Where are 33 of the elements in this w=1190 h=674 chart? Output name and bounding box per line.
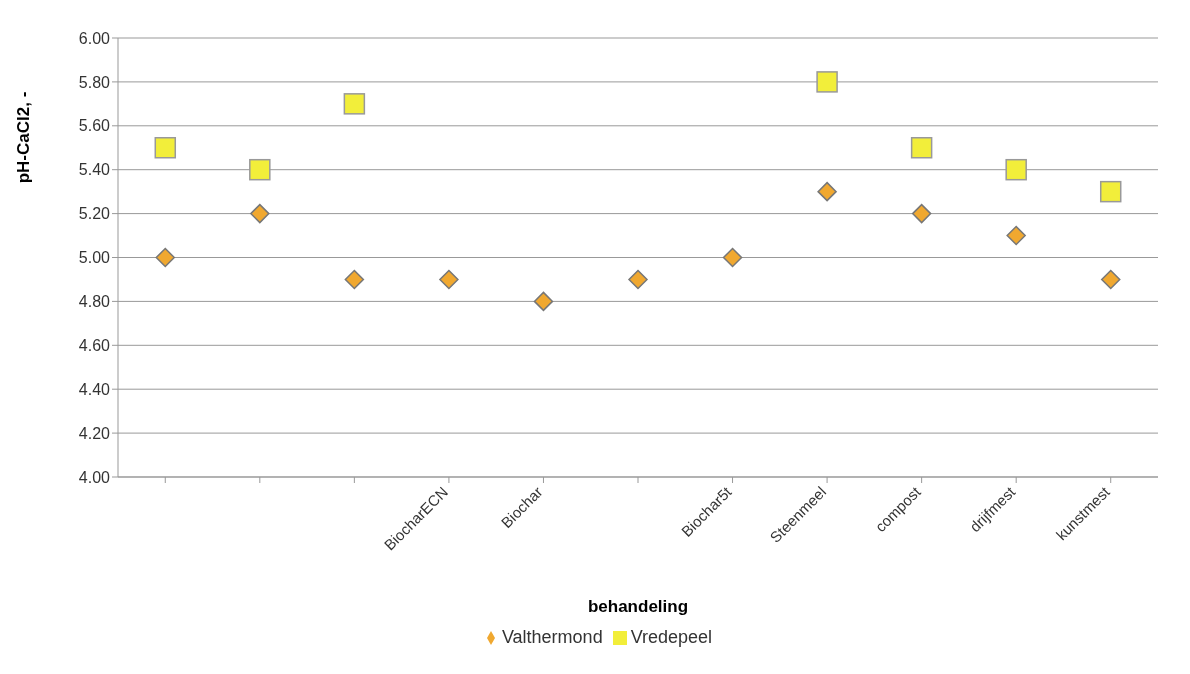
point [439, 269, 459, 290]
point [1100, 269, 1121, 290]
point [154, 137, 177, 159]
point [911, 203, 932, 224]
point [628, 269, 648, 290]
point [817, 181, 837, 202]
legend-label: Vredepeel [630, 627, 713, 647]
point [250, 203, 270, 224]
point [722, 247, 743, 268]
y-tick-label: 4.60 [78, 336, 111, 354]
point [343, 93, 366, 115]
point [155, 247, 176, 268]
point [1006, 225, 1026, 246]
y-tick-label: 5.60 [78, 117, 111, 135]
x-axis-title: behandeling [587, 597, 689, 616]
point [1005, 158, 1027, 181]
y-tick-label: 4.20 [78, 424, 111, 442]
y-tick-label: 4.40 [78, 380, 111, 398]
y-tick-label: 5.40 [78, 161, 111, 179]
point [816, 71, 838, 93]
legend-label: Valthermond [501, 627, 603, 647]
point [1099, 180, 1122, 203]
y-tick-label: 4.00 [78, 468, 111, 486]
y-tick-label: 5.80 [78, 73, 111, 91]
point [249, 158, 271, 181]
point [533, 291, 554, 312]
point [910, 137, 933, 159]
y-tick-label: 6.00 [78, 29, 111, 47]
y-tick-label: 5.00 [78, 249, 111, 267]
y-tick-label: 4.80 [78, 293, 111, 311]
point [344, 269, 365, 290]
y-tick-label: 5.20 [78, 205, 111, 223]
y-axis-title: pH-CaCl2, - [14, 91, 34, 184]
